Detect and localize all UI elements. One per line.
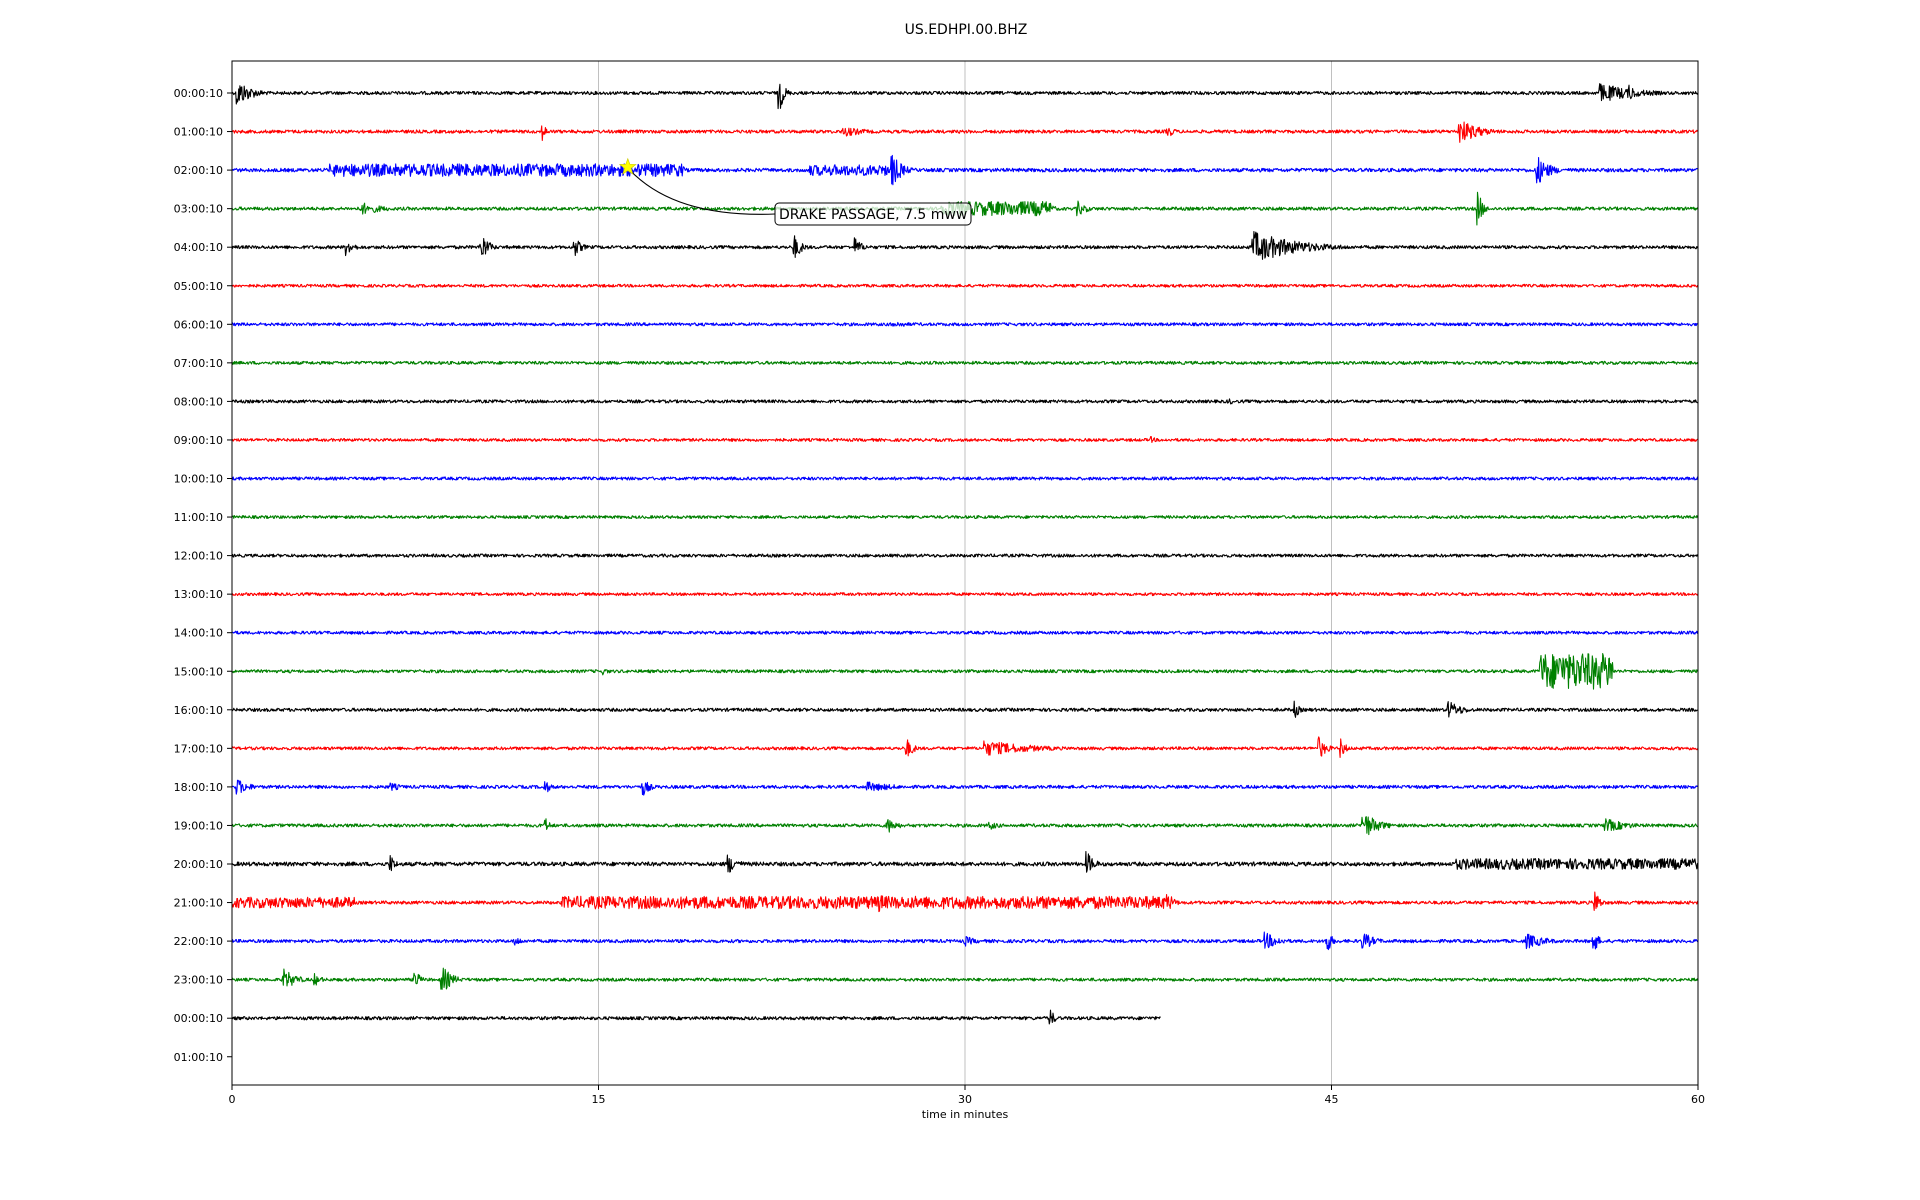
row-time-label: 03:00:10 [174, 203, 223, 216]
row-time-label: 17:00:10 [174, 742, 223, 755]
row-time-label: 12:00:10 [174, 550, 223, 563]
event-annotation: DRAKE PASSAGE, 7.5 mww [618, 157, 972, 226]
row-time-label: 14:00:10 [174, 627, 223, 640]
row-time-label: 00:00:10 [174, 87, 223, 100]
row-time-label: 13:00:10 [174, 588, 223, 601]
row-time-label: 04:00:10 [174, 241, 223, 254]
row-time-label: 06:00:10 [174, 318, 223, 331]
trace-line [231, 592, 1699, 597]
trace-line [231, 154, 1699, 186]
trace-line [231, 736, 1699, 758]
row-time-label: 20:00:10 [174, 858, 223, 871]
row-time-label: 08:00:10 [174, 395, 223, 408]
x-tick-label: 45 [1325, 1093, 1339, 1106]
trace-line [231, 630, 1699, 635]
x-axis-ticks: 0 15 30 45 60 [229, 1085, 1705, 1106]
row-time-label: 23:00:10 [174, 974, 223, 987]
trace-line [231, 931, 1699, 951]
trace-line [231, 476, 1699, 481]
trace-line [231, 553, 1699, 558]
trace-line [231, 816, 1699, 836]
trace-line [231, 515, 1699, 520]
trace-line [231, 121, 1699, 143]
trace-line [231, 283, 1698, 288]
row-time-label: 00:00:10 [174, 1012, 223, 1025]
trace-line [231, 1009, 1161, 1025]
trace-line [231, 321, 1699, 327]
trace-line [231, 360, 1699, 365]
event-star-marker [618, 157, 637, 175]
annotation-box [774, 202, 972, 226]
row-time-label: 10:00:10 [174, 473, 223, 486]
trace-line [231, 967, 1699, 990]
row-time-label: 02:00:10 [174, 164, 223, 177]
x-tick-label: 0 [229, 1093, 236, 1106]
traces [231, 83, 1699, 1025]
x-tick-label: 60 [1691, 1093, 1705, 1106]
x-axis-label: time in minutes [922, 1108, 1009, 1121]
row-time-label: 01:00:10 [174, 126, 223, 139]
trace-line [231, 83, 1699, 110]
trace-line [231, 779, 1699, 796]
trace-line [231, 231, 1699, 260]
trace-line [231, 850, 1699, 873]
x-tick-label: 30 [958, 1093, 972, 1106]
row-time-label: 21:00:10 [174, 897, 223, 910]
row-time-label: 16:00:10 [174, 704, 223, 717]
row-time-label: 18:00:10 [174, 781, 223, 794]
vertical-grid [598, 61, 1332, 1085]
annotation-arrow [631, 171, 776, 215]
annotation-text: DRAKE PASSAGE, 7.5 mww [779, 207, 967, 223]
row-labels: 00:00:10 01:00:10 02:00:10 03:00:10 04:00:10… [174, 87, 232, 1064]
chart-title: US.EDHPI.00.BHZ [905, 22, 1028, 38]
trace-line [231, 653, 1699, 690]
row-time-label: 07:00:10 [174, 357, 223, 370]
row-time-label: 15:00:10 [174, 665, 223, 678]
x-tick-label: 15 [592, 1093, 606, 1106]
trace-line [232, 435, 1699, 443]
row-time-label: 05:00:10 [174, 280, 223, 293]
row-time-label: 09:00:10 [174, 434, 223, 447]
row-time-label: 11:00:10 [174, 511, 223, 524]
trace-line [231, 700, 1699, 718]
trace-line [231, 398, 1699, 405]
trace-line [231, 891, 1699, 913]
row-time-label: 22:00:10 [174, 935, 223, 948]
row-time-label: 19:00:10 [174, 819, 223, 832]
row-time-label: 01:00:10 [174, 1051, 223, 1064]
